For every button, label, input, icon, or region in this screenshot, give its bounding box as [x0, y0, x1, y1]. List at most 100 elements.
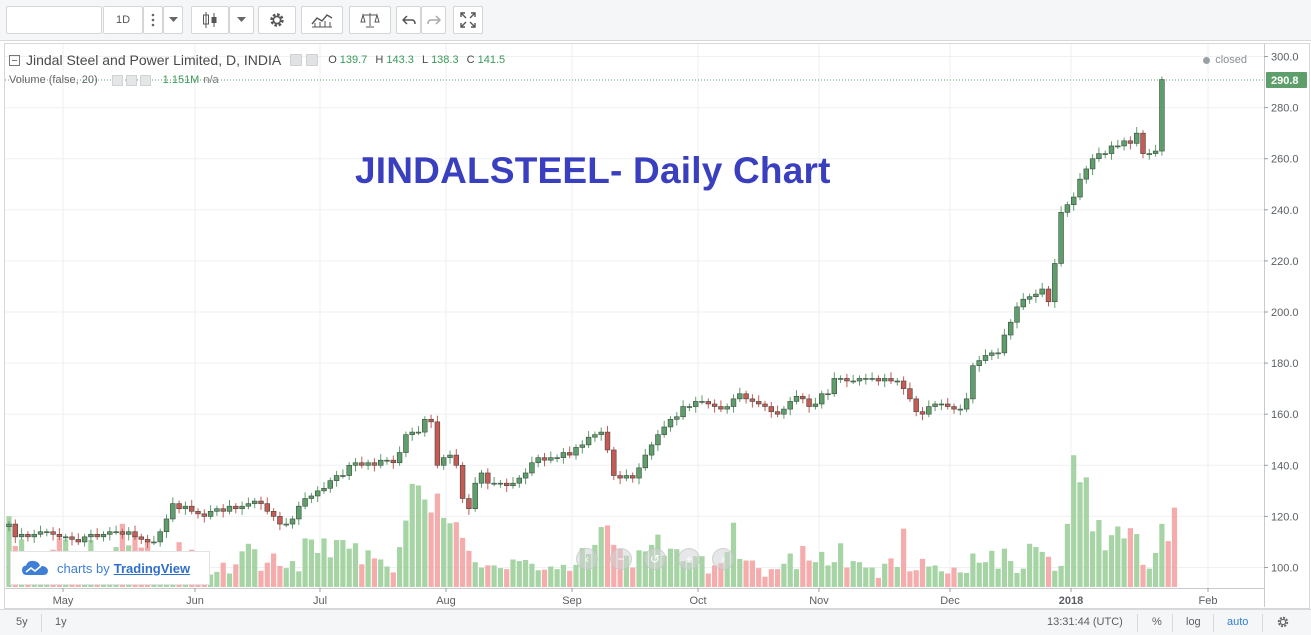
zoom-out-icon[interactable]: −: [610, 548, 632, 570]
range-1y-button[interactable]: 1y: [55, 616, 67, 628]
volume-bar: [1165, 541, 1171, 587]
gear-icon[interactable]: [1276, 615, 1290, 629]
collapse-legend-icon[interactable]: [9, 54, 20, 66]
candle-body: [44, 531, 50, 534]
time-tick-label: Nov: [809, 595, 829, 607]
indicators-button[interactable]: [301, 6, 343, 34]
candle-body: [1115, 145, 1121, 148]
volume-bar: [844, 567, 850, 587]
volume-bar: [1008, 561, 1014, 587]
brand-name: TradingView: [113, 560, 191, 576]
scroll-left-icon[interactable]: ‹: [576, 548, 598, 570]
candle-body: [976, 360, 982, 366]
candle-body: [718, 406, 724, 410]
interval-button[interactable]: 1D: [103, 6, 143, 34]
candle-body: [1140, 132, 1146, 154]
chart-style-button[interactable]: [191, 6, 229, 34]
candle-body: [1089, 158, 1096, 170]
volume-bar: [1146, 568, 1152, 587]
auto-scale-toggle[interactable]: auto: [1227, 616, 1249, 628]
candle-body: [743, 393, 749, 400]
volume-bar: [964, 572, 970, 587]
clock-time: 13:31:44 (UTC): [1047, 616, 1123, 628]
volume-bar: [875, 577, 881, 587]
redo-button[interactable]: [421, 6, 446, 34]
candle-body: [592, 434, 598, 438]
candle-body: [648, 444, 655, 456]
volume-bar: [233, 564, 239, 587]
undo-button[interactable]: [396, 6, 421, 34]
eye-icon[interactable]: [290, 54, 303, 66]
chart-title: JINDALSTEEL- Daily Chart: [355, 150, 831, 191]
volume-bar: [352, 543, 359, 587]
candle-body: [1058, 212, 1064, 264]
volume-bar: [460, 537, 466, 587]
candle-body: [894, 380, 901, 383]
scroll-right-icon[interactable]: ›: [712, 548, 734, 570]
divider: [1213, 614, 1214, 632]
price-tick-label: 200.0: [1271, 307, 1299, 319]
compare-button[interactable]: [349, 6, 391, 34]
candle-body: [686, 406, 693, 408]
fullscreen-button[interactable]: [453, 6, 483, 34]
candle-body: [863, 378, 869, 380]
volume-bar: [371, 558, 377, 587]
more-menu-button[interactable]: [143, 6, 163, 34]
eye-icon[interactable]: [111, 74, 123, 86]
reset-icon[interactable]: ↺: [644, 548, 666, 570]
candle-body: [1001, 334, 1008, 354]
interval-dropdown-button[interactable]: [163, 6, 183, 34]
volume-bar: [604, 525, 611, 587]
close-label: C: [466, 54, 475, 66]
open-label: O: [328, 54, 337, 66]
symbol-title: Jindal Steel and Power Limited, D, INDIA: [26, 52, 282, 68]
candle-body: [629, 475, 636, 479]
candle-body: [541, 457, 548, 461]
candle-body: [755, 401, 762, 405]
candle-body: [762, 403, 768, 407]
candle-body: [850, 380, 856, 383]
divider: [1137, 614, 1138, 632]
volume-ma-value: n/a: [203, 74, 219, 86]
volume-bar: [976, 562, 982, 587]
close-value: 141.5: [477, 54, 506, 66]
gear-icon[interactable]: [306, 54, 319, 66]
close-icon[interactable]: [139, 74, 151, 86]
candle-body: [283, 523, 289, 526]
price-tick-label: 120.0: [1271, 511, 1299, 523]
volume-bar: [882, 563, 888, 587]
gear-icon[interactable]: [125, 74, 137, 86]
volume-bar: [630, 567, 636, 587]
candle-body: [1064, 204, 1071, 213]
candle-body: [510, 482, 516, 487]
candle-body: [585, 436, 592, 446]
candle-body: [403, 434, 409, 453]
brand-prefix: charts by: [57, 560, 110, 576]
volume-bar: [1039, 551, 1045, 587]
tradingview-brand-link[interactable]: charts by TradingView: [10, 551, 210, 585]
symbol-search-input[interactable]: [6, 6, 102, 34]
volume-bar: [995, 568, 1001, 587]
volume-bar: [825, 565, 831, 587]
candle-body: [579, 444, 586, 448]
percent-toggle[interactable]: %: [1152, 616, 1162, 628]
candle-body: [321, 487, 327, 492]
candle-body: [327, 480, 333, 489]
volume-bar: [516, 561, 522, 587]
candle-body: [440, 457, 447, 466]
volume-bar: [510, 559, 516, 587]
volume-bar: [800, 545, 806, 587]
volume-bar: [239, 551, 245, 587]
candle-body: [844, 378, 850, 382]
zoom-in-icon[interactable]: +: [678, 548, 700, 570]
volume-bar: [699, 556, 705, 587]
log-toggle[interactable]: log: [1186, 616, 1201, 628]
volume-value: 1.151M: [162, 74, 200, 86]
range-5y-button[interactable]: 5y: [16, 616, 28, 628]
volume-bar: [812, 562, 818, 587]
volume-bar: [321, 538, 327, 587]
settings-button[interactable]: [258, 6, 296, 34]
time-tick-label: Jun: [186, 595, 204, 607]
chart-style-dropdown-button[interactable]: [229, 6, 254, 34]
